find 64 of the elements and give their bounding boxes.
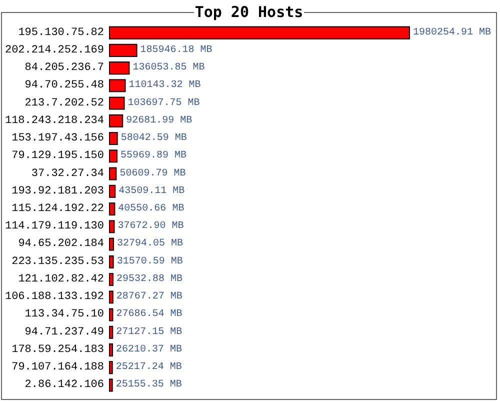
bar	[109, 272, 114, 286]
y-tick-label: 2.86.142.106	[24, 379, 104, 392]
y-tick-label: 118.243.218.234	[4, 114, 104, 127]
bar	[109, 150, 118, 163]
data-label: 136053.85 MB	[132, 62, 205, 74]
data-label: 103697.75 MB	[128, 98, 200, 109]
data-label: 40550.66 MB	[118, 204, 184, 214]
y-tick-label: 113.34.75.10	[24, 308, 104, 321]
bar	[109, 167, 117, 180]
data-label: 1980254.91 MB	[413, 27, 492, 38]
bar	[109, 378, 113, 392]
bar	[109, 361, 113, 374]
data-label: 31570.59 MB	[116, 256, 183, 268]
y-tick-label: 178.59.254.183	[12, 344, 104, 356]
bar	[109, 114, 124, 128]
data-label: 43509.11 MB	[118, 186, 185, 197]
y-tick-label: 223.135.235.53	[12, 256, 104, 268]
data-label: 92681.99 MB	[126, 115, 192, 126]
y-tick-label: 114.179.119.130	[4, 220, 104, 233]
data-label: 185946.18 MB	[140, 44, 212, 56]
y-tick-label: 79.107.164.188	[12, 362, 104, 374]
y-tick-label: 94.71.237.49	[24, 326, 104, 338]
y-tick-label: 106.188.133.192	[4, 291, 104, 304]
chart-title: Top 20 Hosts	[194, 3, 304, 21]
y-tick-label: 94.70.255.48	[24, 80, 104, 92]
bar	[109, 79, 126, 92]
data-label: 37672.90 MB	[118, 221, 184, 232]
data-label: 28767.27 MB	[116, 292, 182, 303]
bar	[109, 220, 115, 234]
bar	[109, 62, 130, 75]
y-tick-label: 115.124.192.22	[12, 203, 104, 215]
bar	[109, 326, 114, 339]
bar	[109, 343, 113, 356]
bar	[109, 184, 116, 198]
data-label: 50609.79 MB	[120, 168, 186, 180]
data-label: 26210.37 MB	[116, 344, 182, 356]
data-label: 25217.24 MB	[116, 362, 182, 374]
y-tick-label: 84.205.236.7	[24, 62, 104, 74]
data-label: 32794.05 MB	[117, 238, 184, 250]
bar	[109, 308, 114, 322]
data-label: 25155.35 MB	[116, 380, 182, 391]
data-label: 27127.15 MB	[116, 326, 182, 338]
y-tick-label: 79.129.195.150	[12, 150, 104, 162]
y-tick-label: 37.32.27.34	[31, 168, 104, 180]
bar	[109, 238, 114, 251]
y-tick-label: 153.197.43.156	[12, 132, 104, 145]
y-tick-label: 195.130.75.82	[18, 26, 104, 39]
bar	[109, 26, 410, 40]
bar	[109, 255, 114, 268]
data-label: 27686.54 MB	[116, 309, 182, 320]
y-tick-label: 213.7.202.52	[24, 97, 104, 110]
y-tick-label: 193.92.181.203	[12, 185, 104, 198]
y-tick-label: 121.102.82.42	[18, 273, 104, 286]
data-label: 29532.88 MB	[116, 274, 183, 285]
data-label: 110143.32 MB	[128, 80, 201, 92]
y-tick-label: 94.65.202.184	[18, 238, 104, 250]
bar	[109, 202, 116, 216]
bar	[109, 132, 118, 146]
bar	[109, 96, 125, 110]
bar	[109, 290, 114, 304]
data-label: 55969.89 MB	[120, 150, 187, 162]
y-tick-label: 202.214.252.169	[4, 44, 104, 56]
bar	[109, 44, 138, 57]
data-label: 58042.59 MB	[120, 133, 187, 144]
